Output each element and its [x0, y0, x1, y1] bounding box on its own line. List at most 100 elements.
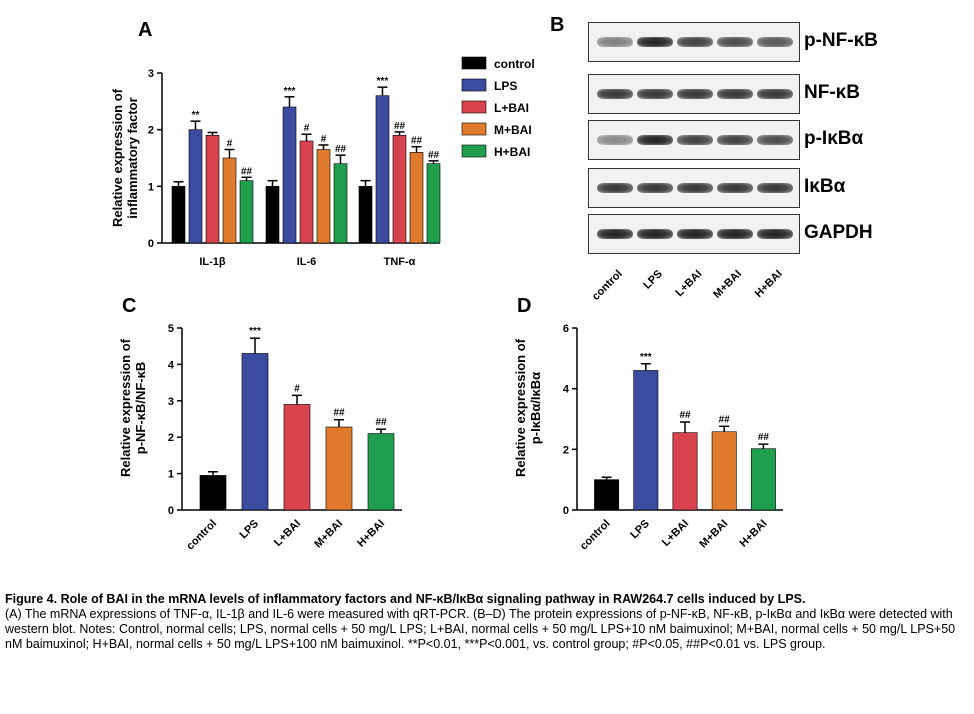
panel-d-bar	[672, 432, 698, 511]
panel-a-legend-swatch	[461, 56, 487, 70]
panel-d-category-label: L+BAI	[660, 518, 691, 549]
panel-a-bar	[265, 186, 280, 244]
panel-a-bar	[239, 180, 254, 244]
blot-band	[637, 89, 673, 99]
blot-band	[637, 229, 673, 239]
panel-a-bar	[375, 95, 390, 244]
panel-d-significance-label: ##	[758, 432, 770, 443]
panel-a-category-label: TNF-α	[384, 256, 416, 268]
panel-a-y-tick-label: 0	[148, 238, 154, 250]
panel-c: C Relative expression of p-NF-κB/NF-κB 0 1 2 3…	[110, 290, 430, 575]
blot-row	[588, 74, 800, 114]
panel-d-category-label: control	[578, 518, 613, 553]
panel-c-significance-label: ***	[249, 326, 261, 337]
panel-a-legend-swatch	[461, 144, 487, 158]
panel-d-significance-label: ##	[719, 414, 731, 425]
panel-c-y-axis-label: Relative expression of	[118, 338, 133, 477]
panel-a-bar	[426, 163, 441, 244]
panel-d-category-label: LPS	[628, 518, 652, 542]
blot-lane-label: LPS	[640, 268, 665, 292]
panel-c-y-tick-label: 1	[168, 469, 174, 481]
panel-a-bar	[409, 152, 424, 244]
panel-c-y-tick-label: 2	[168, 432, 174, 444]
blot-row	[588, 22, 800, 62]
panel-c-bar	[325, 426, 353, 511]
panel-c-significance-label: #	[294, 383, 300, 394]
panel-a-significance-label: #	[227, 139, 233, 150]
caption-body: (A) The mRNA expressions of TNF-α, IL-1β…	[5, 607, 956, 651]
blot-row-label: NF-κB	[804, 82, 860, 103]
panel-a-bar	[205, 135, 220, 244]
panel-a-legend-label: LPS	[494, 79, 517, 93]
blot-band	[757, 183, 793, 193]
panel-d-y-tick-label: 4	[563, 384, 570, 396]
panel-d-y-tick-label: 0	[563, 505, 569, 517]
panel-a-bar	[299, 140, 314, 244]
panel-b-letter: B	[550, 14, 565, 36]
panel-c-category-label: M+BAI	[312, 518, 345, 551]
blot-row-label: IκBα	[804, 176, 846, 197]
panel-a-category-label: IL-6	[297, 256, 317, 268]
blot-band	[677, 135, 713, 145]
blot-band	[637, 183, 673, 193]
blot-band	[597, 183, 633, 193]
panel-a-significance-label: ***	[377, 76, 389, 87]
panel-d-bar	[594, 479, 620, 511]
panel-c-y-axis-label-line2: p-NF-κB/NF-κB	[133, 362, 148, 454]
blot-row-label: p-IκBα	[804, 128, 864, 149]
panel-d-chart: D Relative expression of p-IκBα/IκBα 0 2 4 6 co…	[513, 295, 783, 553]
blot-band	[597, 229, 633, 239]
panel-a-bar	[282, 106, 297, 244]
panel-d: D Relative expression of p-IκBα/IκBα 0 2 4 6 co…	[505, 290, 805, 575]
panel-a-significance-label: ***	[284, 86, 296, 97]
blot-band	[677, 37, 713, 47]
panel-a-legend-swatch	[461, 100, 487, 114]
panel-a-bar	[333, 163, 348, 244]
blot-band	[597, 135, 633, 145]
panel-a-significance-label: ##	[241, 166, 253, 177]
panel-a-significance-label: ##	[428, 150, 440, 161]
panel-b-western-blot: B p-NF-κB NF-κB p-IκBα IκBα GAPDH control LPS…	[548, 12, 878, 312]
panel-a-bar	[358, 186, 373, 244]
panel-a-bar	[188, 129, 203, 244]
panel-a-y-tick-label: 3	[148, 68, 154, 80]
panel-a-chart: A Relative expression of inflammatory fact…	[110, 19, 535, 268]
panel-a-significance-label: ##	[411, 136, 423, 147]
panel-a-significance-label: ##	[394, 121, 406, 132]
panel-d-y-axis-label: Relative expression of	[513, 338, 528, 477]
blot-band	[757, 135, 793, 145]
blot-row-label: p-NF-κB	[804, 30, 878, 51]
blot-band	[717, 135, 753, 145]
blot-band	[717, 229, 753, 239]
panel-d-letter: D	[517, 295, 531, 317]
panel-c-y-tick-label: 3	[168, 396, 174, 408]
panel-a-category-label: IL-1β	[199, 256, 226, 268]
panel-c-category-label: LPS	[237, 518, 261, 542]
panel-a-legend-label: H+BAI	[494, 145, 530, 159]
panel-d-y-axis-label-line2: p-IκBα/IκBα	[528, 372, 543, 444]
panel-c-y-tick-label: 4	[168, 359, 175, 371]
panel-a-letter: A	[138, 19, 152, 41]
blot-band	[717, 89, 753, 99]
blot-band	[637, 135, 673, 145]
blot-band	[677, 183, 713, 193]
blot-band	[757, 89, 793, 99]
panel-c-category-label: control	[184, 518, 219, 553]
panel-c-category-label: L+BAI	[272, 518, 303, 549]
panel-a-bar	[392, 135, 407, 244]
panel-c-letter: C	[122, 295, 136, 317]
figure-caption: Figure 4. Role of BAI in the mRNA levels…	[5, 592, 970, 652]
panel-a-bar	[316, 149, 331, 244]
panel-c-y-tick-label: 5	[168, 323, 174, 335]
panel-c-significance-label: ##	[375, 417, 387, 428]
panel-d-category-label: M+BAI	[697, 518, 730, 551]
panel-c-bar	[367, 433, 395, 511]
panel-a-y-tick-label: 2	[148, 125, 154, 137]
panel-a-significance-label: ##	[335, 144, 347, 155]
panel-d-category-label: H+BAI	[737, 518, 769, 550]
blot-band	[717, 183, 753, 193]
panel-d-significance-label: ***	[640, 352, 652, 363]
panel-a-y-axis-label: Relative expression of	[110, 88, 125, 227]
blot-band	[597, 37, 633, 47]
blot-band	[757, 37, 793, 47]
